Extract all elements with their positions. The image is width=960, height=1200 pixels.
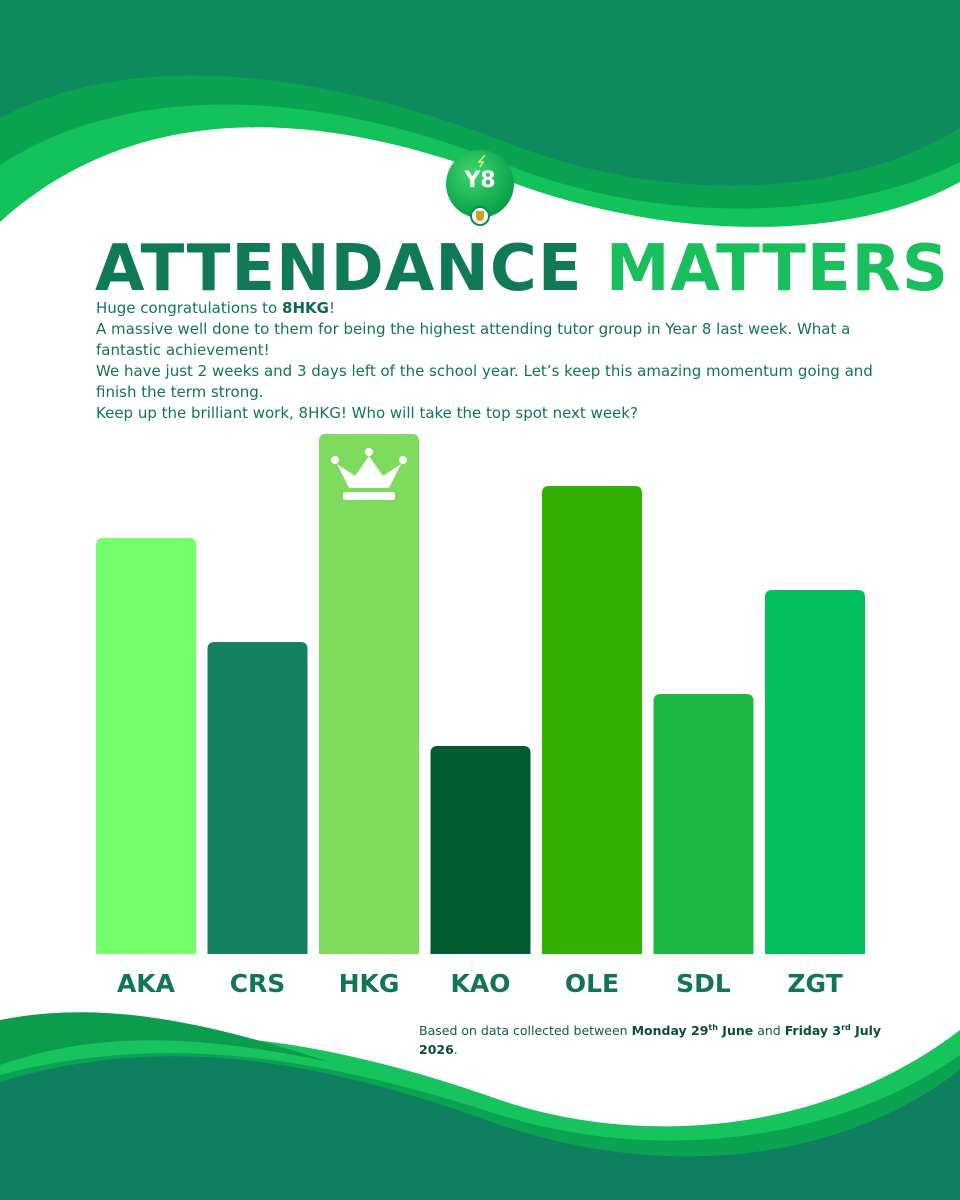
footnote-start-date: Monday 29th June <box>632 1023 754 1038</box>
bar-label-ole: OLE <box>565 969 619 998</box>
title-word-attendance: ATTENDANCE <box>95 232 583 306</box>
bar-sdl <box>653 694 754 954</box>
bar-label-hkg: HKG <box>339 969 400 998</box>
intro-text: Huge congratulations to 8HKG! A massive … <box>96 298 876 424</box>
bar-ole <box>542 486 642 954</box>
bar-label-kao: KAO <box>451 969 511 998</box>
intro-line-1-suffix: ! <box>328 299 335 317</box>
year8-logo: Y8 <box>446 150 514 226</box>
title-word-matters: MATTERS <box>605 232 949 306</box>
top-wave-back <box>0 0 960 208</box>
bottom-wave-left-band <box>0 1012 330 1065</box>
top-wave-mid <box>0 75 960 218</box>
footnote-end-day: Friday 3 <box>784 1023 842 1039</box>
crown-icon <box>331 448 407 500</box>
page-title: ATTENDANCE MATTERS <box>95 232 949 306</box>
footnote-start-day: Monday 29 <box>631 1023 709 1039</box>
bar-kao <box>430 746 531 954</box>
bottom-wave-back <box>0 1056 960 1200</box>
bar-hkg <box>319 434 419 954</box>
footnote-start-sup: th <box>708 1023 718 1032</box>
bar-label-aka: AKA <box>117 969 176 998</box>
intro-line-3: We have just 2 weeks and 3 days left of … <box>96 362 873 401</box>
intro-line-2: A massive well done to them for being th… <box>96 320 851 359</box>
footnote-middle: and <box>753 1023 785 1039</box>
winning-group: 8HKG <box>282 299 329 317</box>
bar-label-sdl: SDL <box>676 969 731 998</box>
footnote-suffix: . <box>453 1042 458 1058</box>
intro-line-1: Huge congratulations to 8HKG! <box>96 298 876 319</box>
bar-zgt <box>765 590 865 954</box>
bar-aka <box>96 538 196 954</box>
footnote-end-sup: rd <box>841 1023 851 1032</box>
intro-line-1-prefix: Huge congratulations to <box>96 299 283 317</box>
data-footnote: Based on data collected between Monday 2… <box>419 1018 889 1059</box>
footnote-prefix: Based on data collected between <box>419 1023 632 1039</box>
school-crest-icon <box>470 206 490 226</box>
bar-crs <box>207 642 308 954</box>
footnote-end-date: Friday 3rd July 2026 <box>419 1023 881 1057</box>
footnote-start-month: June <box>717 1023 754 1039</box>
attendance-bar-chart: AKA CRS HKG KAO OLE SDL ZGT <box>96 434 865 998</box>
bar-label-zgt: ZGT <box>787 969 842 998</box>
bar-label-crs: CRS <box>230 969 286 998</box>
year-badge-text: Y8 <box>464 168 496 193</box>
intro-line-4: Keep up the brilliant work, 8HKG! Who wi… <box>96 404 638 422</box>
footnote-end-month: July 2026 <box>419 1023 882 1058</box>
spark-icon <box>477 154 486 168</box>
